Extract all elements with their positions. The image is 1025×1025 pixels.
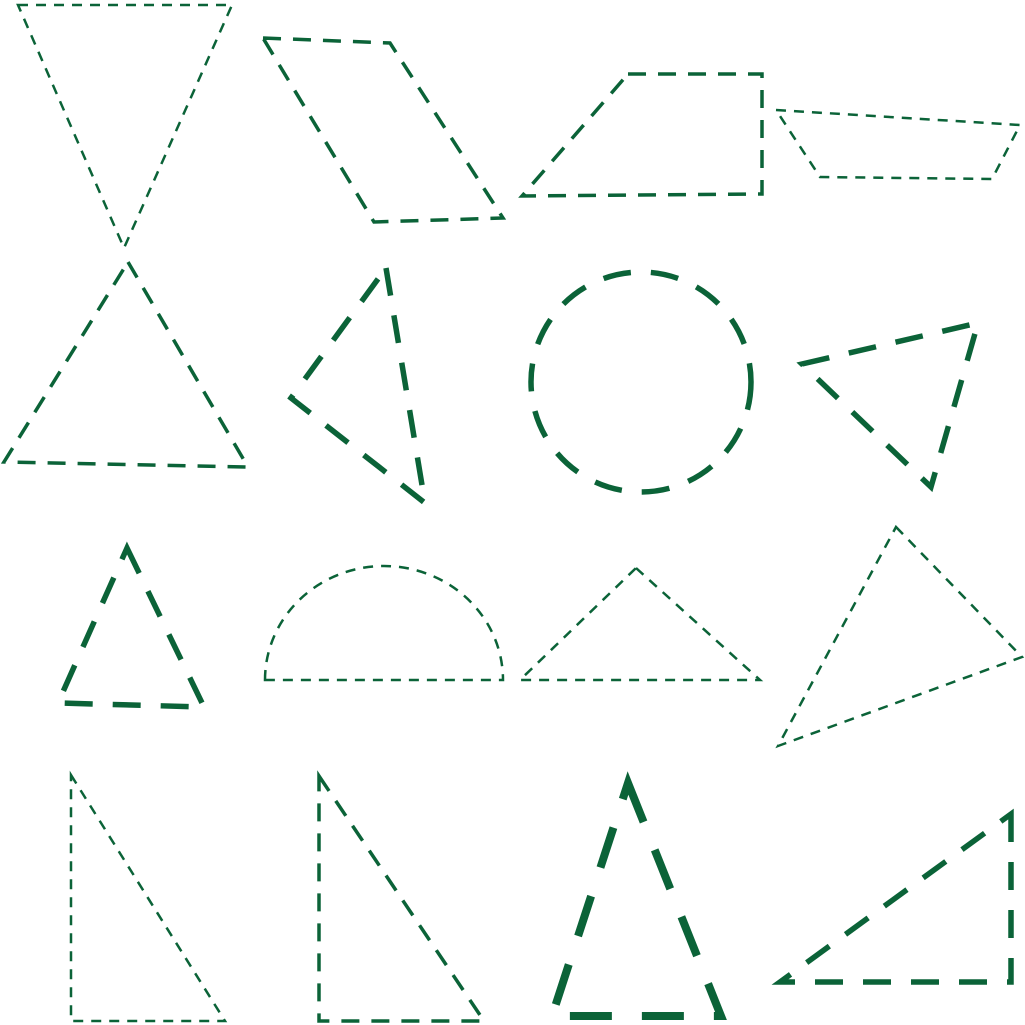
obtuse-triangle — [516, 566, 764, 682]
inverted-triangle — [16, 3, 234, 252]
semicircle — [263, 564, 505, 682]
trapezoid — [518, 72, 764, 198]
bold-triangle — [546, 771, 727, 1020]
parallelogram — [259, 36, 507, 224]
flat-trapezoid — [773, 108, 1022, 181]
right-triangle-3 — [771, 808, 1014, 985]
right-triangle-2 — [317, 770, 488, 1023]
tilted-triangle — [796, 319, 982, 493]
circle — [528, 269, 754, 495]
right-triangle-1 — [69, 770, 228, 1023]
scalene-triangle — [287, 261, 429, 510]
large-triangle — [0, 258, 252, 469]
rotated-triangle — [775, 524, 1025, 749]
small-triangle — [53, 541, 209, 710]
